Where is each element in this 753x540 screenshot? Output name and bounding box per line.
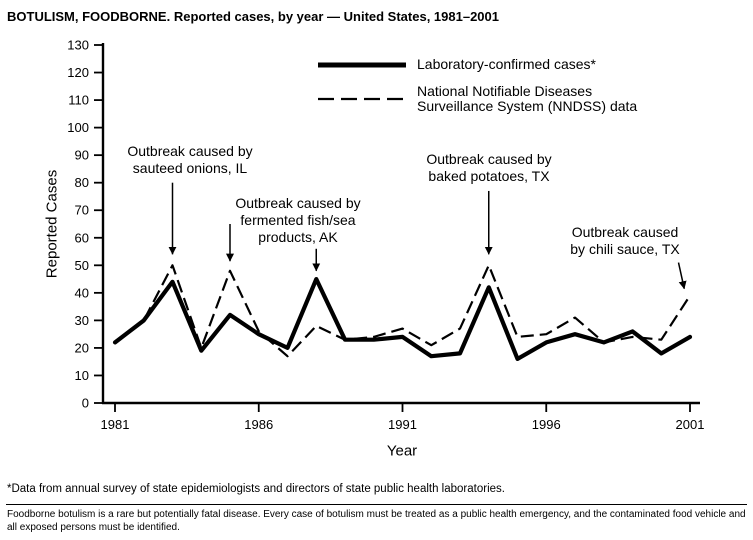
annotation-line: Outbreak caused by [127,143,253,159]
y-tick-label: 60 [75,230,89,245]
y-tick-label: 100 [67,120,89,135]
x-tick-label: 1996 [532,417,561,432]
legend-item-lab-confirmed: Laboratory-confirmed cases* [318,57,637,72]
annotation-arrow [677,262,687,290]
y-tick-label: 50 [75,258,89,273]
y-tick-label: 80 [75,175,89,190]
solid-line-sample-icon [318,62,406,67]
data-source-footnote: *Data from annual survey of state epidem… [7,483,505,495]
y-tick-label: 110 [68,93,89,108]
annotation-line: by chili sauce, TX [570,241,680,257]
series-layer [112,264,693,361]
series-nndss-line [114,264,691,358]
legend-label-nndss-line1: National Notifiable Diseases [417,83,593,99]
divider-line [6,504,747,505]
annotation-arrows-layer [168,182,687,290]
annotation-line: Outbreak caused by [235,195,361,211]
x-tick-label: 1981 [101,417,130,432]
dashed-line-sample-icon [318,97,406,101]
y-tick-label: 120 [67,65,89,80]
legend-label-lab-confirmed: Laboratory-confirmed cases* [417,56,596,72]
annotation-line: fermented fish/sea [240,212,356,228]
y-tick-label: 0 [82,396,89,411]
annotation-fermented-fish: Outbreak caused by fermented fish/sea pr… [208,195,388,246]
annotation-line: Outbreak caused [571,224,679,240]
y-tick-label: 20 [75,340,89,355]
legend-label-nndss: National Notifiable Diseases Surveillanc… [417,84,637,114]
figure-title: BOTULISM, FOODBORNE. Reported cases, by … [7,9,499,24]
annotation-baked-potatoes: Outbreak caused by baked potatoes, TX [399,151,579,185]
x-tick-label: 1991 [388,417,417,432]
y-axis-title: Reported Cases [43,169,61,279]
y-tick-label: 90 [75,148,89,163]
x-axis-title: Year [386,442,418,460]
annotation-line: Outbreak caused by [426,151,552,167]
series-lab-confirmed-line [112,277,693,361]
annotation-line: baked potatoes, TX [428,168,550,184]
y-tick-label: 40 [75,285,89,300]
axes-layer: 0 10 20 30 40 50 60 70 80 90 100 110 120 130 1981 1986 1… [67,38,704,433]
x-tick-label: 1986 [244,417,273,432]
bottom-note: Foodborne botulism is a rare but potenti… [7,509,746,533]
y-tick-label: 130 [67,38,89,53]
annotation-chili-sauce: Outbreak caused by chili sauce, TX [535,224,715,258]
y-tick-label: 70 [75,203,89,218]
y-tick-label: 10 [75,368,89,383]
legend-item-nndss: National Notifiable Diseases Surveillanc… [318,84,637,114]
annotation-line: products, AK [258,229,338,245]
legend-label-nndss-line2: Surveillance System (NNDSS) data [417,98,638,114]
annotation-line: sauteed onions, IL [132,160,248,176]
annotation-sauteed-onions: Outbreak caused by sauteed onions, IL [100,143,280,177]
x-tick-label: 2001 [676,417,705,432]
y-tick-label: 30 [75,313,89,328]
legend: Laboratory-confirmed cases* National Not… [318,57,637,114]
